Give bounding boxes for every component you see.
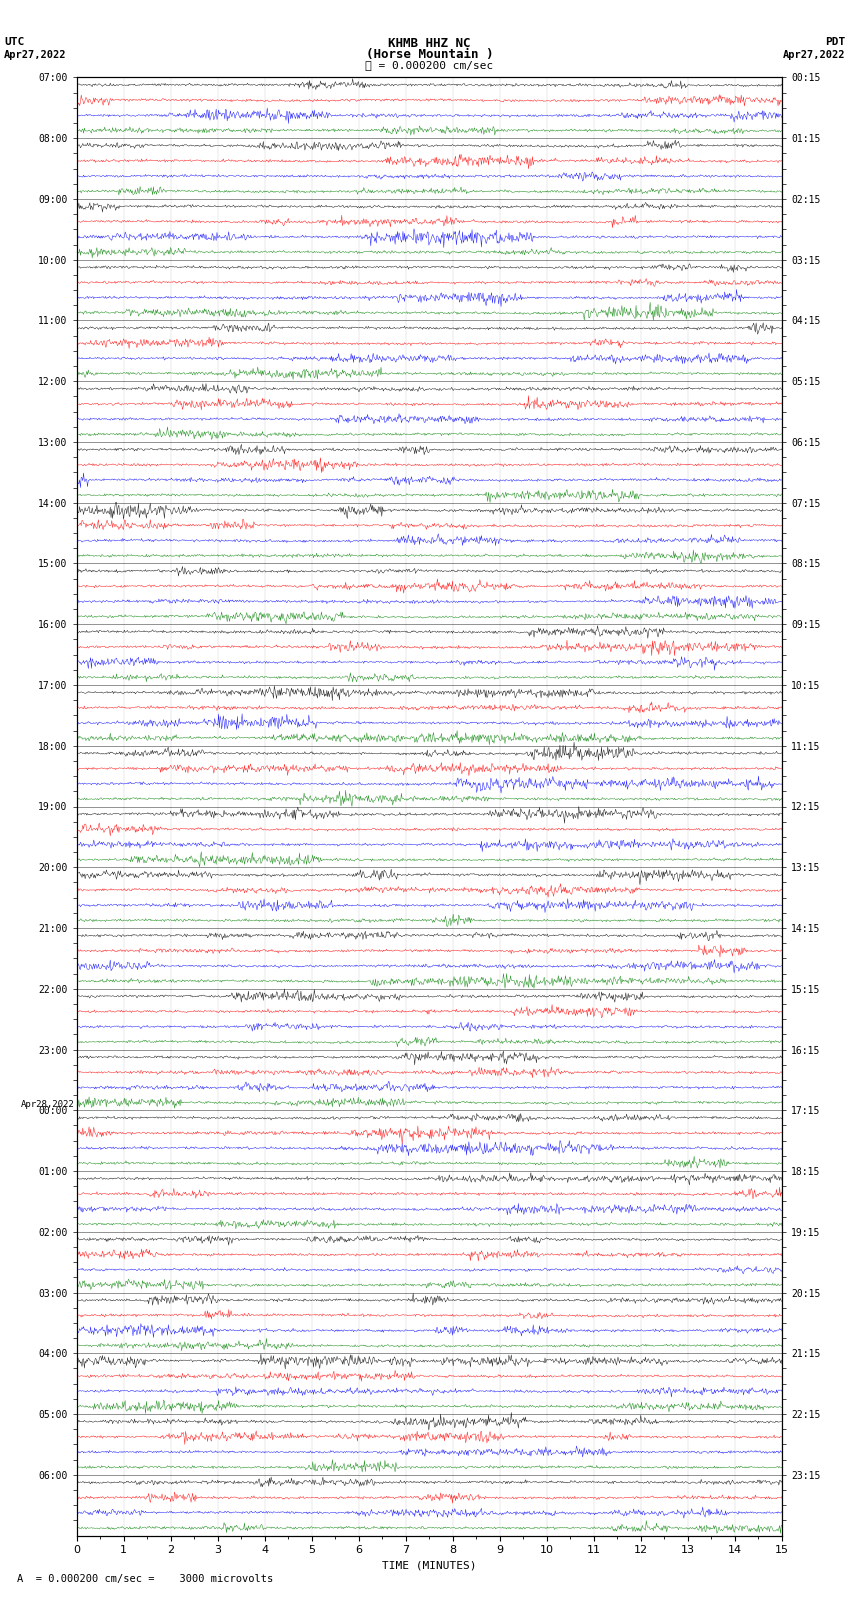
Text: Apr27,2022: Apr27,2022 xyxy=(4,50,67,60)
Text: PDT: PDT xyxy=(825,37,846,47)
Text: (Horse Mountain ): (Horse Mountain ) xyxy=(366,48,493,61)
X-axis label: TIME (MINUTES): TIME (MINUTES) xyxy=(382,1561,477,1571)
Text: KHMB HHZ NC: KHMB HHZ NC xyxy=(388,37,471,50)
Text: UTC: UTC xyxy=(4,37,25,47)
Text: A  = 0.000200 cm/sec =    3000 microvolts: A = 0.000200 cm/sec = 3000 microvolts xyxy=(17,1574,273,1584)
Text: Apr28,2022: Apr28,2022 xyxy=(21,1100,75,1108)
Text: ⏐ = 0.000200 cm/sec: ⏐ = 0.000200 cm/sec xyxy=(366,60,493,69)
Text: Apr27,2022: Apr27,2022 xyxy=(783,50,846,60)
